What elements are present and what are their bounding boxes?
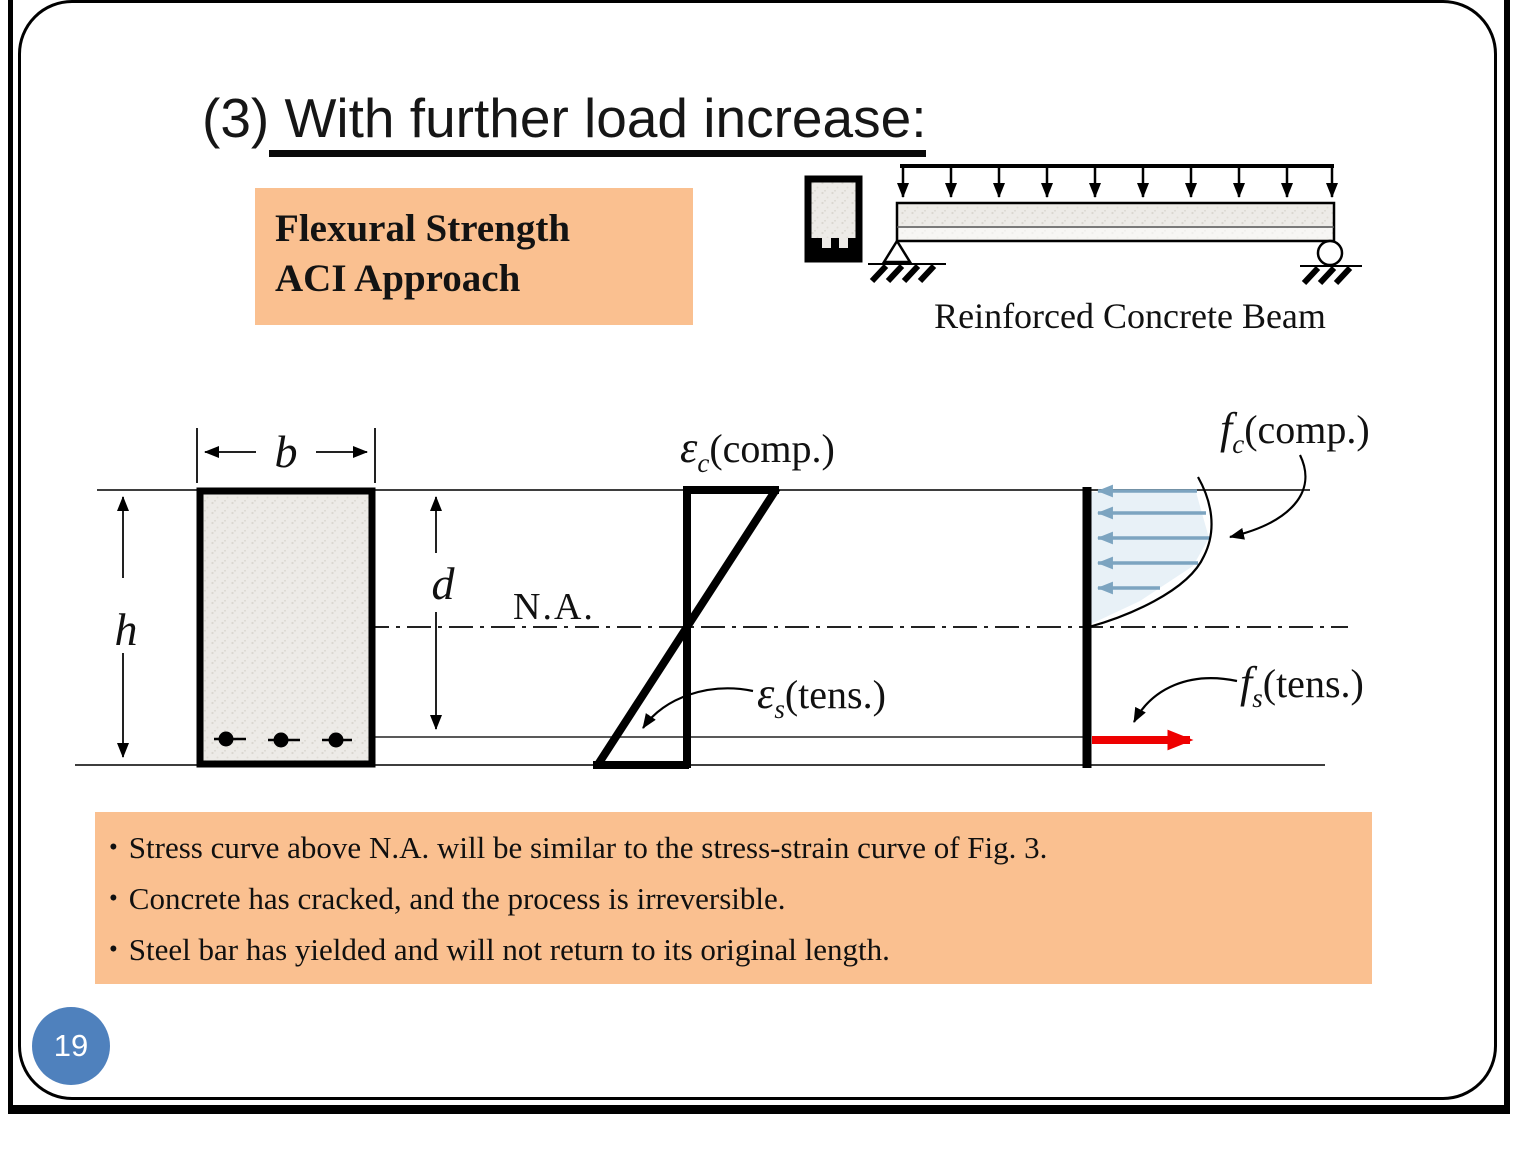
stress-curve	[1088, 476, 1213, 629]
stress-tens-leader-arrow	[1133, 677, 1238, 723]
note-bullet-row: • Concrete has cracked, and the process …	[109, 873, 1372, 924]
note-text: Concrete has cracked, and the process is…	[128, 881, 786, 916]
page-number: 19	[53, 1028, 89, 1063]
notes-box: • Stress curve above N.A. will be simila…	[95, 812, 1372, 984]
compression-stress-arrows	[1096, 484, 1210, 595]
flexural-box-line1: Flexural Strength	[275, 207, 571, 250]
rebar-dots	[214, 731, 352, 748]
page-number-badge: 19	[32, 1007, 110, 1085]
flexural-strength-box: Flexural Strength ACI Approach	[255, 188, 693, 325]
mini-section-bottom-band	[811, 238, 856, 256]
note-text: Steel bar has yielded and will not retur…	[128, 932, 890, 967]
title-underlined-text: With further load increase:	[269, 87, 927, 157]
note-bullet-row: • Stress curve above N.A. will be simila…	[109, 822, 1372, 873]
strain-tens-label: εs(tens.)	[757, 669, 886, 724]
neutral-axis-label: N.A.	[513, 586, 595, 628]
cross-section	[196, 487, 376, 768]
pin-support	[868, 238, 946, 284]
strain-tens-leader-arrow	[642, 687, 754, 729]
distributed-load-arrows	[897, 168, 1338, 198]
outer-frame-bottom	[8, 1105, 1510, 1114]
bullet-marker: •	[109, 834, 118, 861]
compression-zone-fill	[1091, 492, 1209, 624]
dim-h-label: h	[115, 604, 138, 655]
dimension-b	[196, 428, 376, 483]
stress-comp-leader-arrow	[1229, 454, 1307, 540]
roller-support	[1300, 239, 1362, 286]
beam-elevation	[868, 164, 1362, 286]
stress-comp-label: fc(comp.)	[1220, 404, 1370, 459]
strain-profile	[593, 485, 781, 769]
outer-frame-left	[8, 0, 13, 1114]
title-prefix: (3)	[202, 87, 270, 149]
beam-caption: Reinforced Concrete Beam	[934, 296, 1326, 336]
stress-tens-label: fs(tens.)	[1240, 658, 1364, 713]
flexural-box-line2: ACI Approach	[275, 257, 521, 300]
note-text: Stress curve above N.A. will be similar …	[128, 830, 1048, 865]
strain-comp-label: εc(comp.)	[680, 423, 835, 478]
bullet-marker: •	[109, 936, 118, 963]
outer-frame-right	[1504, 0, 1510, 1114]
dim-d-label: d	[432, 558, 456, 609]
dim-b-label: b	[275, 426, 298, 477]
mini-cross-section	[804, 175, 863, 263]
note-bullet-row: • Steel bar has yielded and will not ret…	[109, 924, 1372, 975]
bullet-marker: •	[109, 885, 118, 912]
slide-title: (3) With further load increase:	[202, 86, 927, 157]
